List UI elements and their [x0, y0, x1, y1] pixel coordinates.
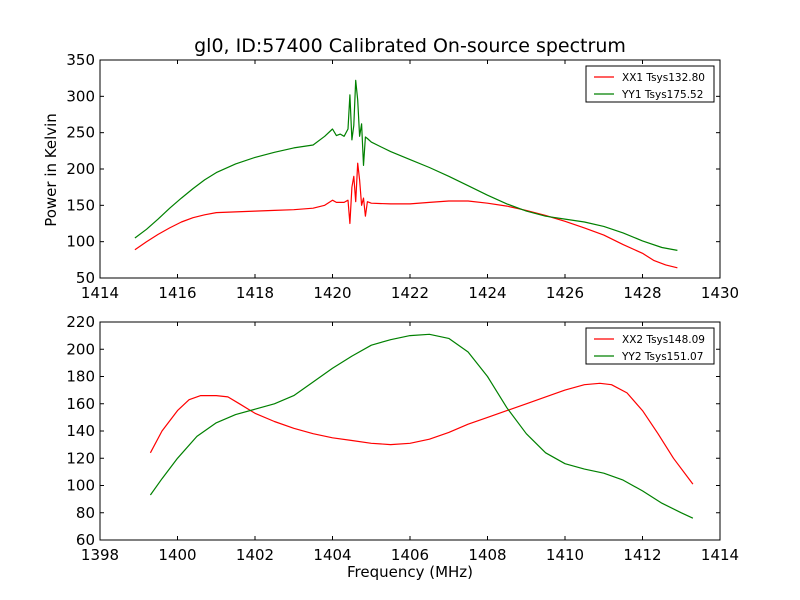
x-tick-label: 1418	[236, 284, 274, 302]
x-tick-label: 1406	[391, 546, 429, 564]
x-axis-label-bottom: Frequency (MHz)	[347, 563, 473, 581]
y-tick-label: 180	[66, 368, 95, 386]
x-tick-label: 1402	[236, 546, 274, 564]
y-tick-label: 160	[66, 395, 95, 413]
x-tick-label: 1424	[468, 284, 506, 302]
x-tick-label: 1398	[81, 546, 119, 564]
x-tick-label: 1404	[313, 546, 351, 564]
legend-box-0	[585, 65, 715, 103]
legend-label-1-1: YY2 Tsys151.07	[621, 351, 703, 363]
y-tick-label: 350	[66, 51, 95, 69]
y-tick-label: 100	[66, 233, 95, 251]
y-tick-label: 250	[66, 124, 95, 142]
series-line-1-0	[149, 382, 694, 485]
x-tick-label: 1408	[468, 546, 506, 564]
y-tick-label: 220	[66, 313, 95, 331]
series-line-1-1	[149, 333, 694, 519]
x-tick-label: 1430	[701, 284, 739, 302]
legend-label-0-0: XX1 Tsys132.80	[622, 72, 705, 84]
x-tick-label: 1426	[546, 284, 584, 302]
x-tick-label: 1428	[623, 284, 661, 302]
y-tick-label: 200	[66, 160, 95, 178]
x-tick-label: 1414	[81, 284, 119, 302]
y-tick-label: 150	[66, 196, 95, 214]
x-tick-label: 1416	[158, 284, 196, 302]
x-tick-label: 1410	[546, 546, 584, 564]
legend-label-1-0: XX2 Tsys148.09	[622, 334, 705, 346]
series-line-0-0	[134, 162, 678, 269]
y-tick-label: 50	[76, 269, 95, 287]
figure-title: gl0, ID:57400 Calibrated On-source spect…	[194, 35, 626, 57]
y-tick-label: 200	[66, 340, 95, 358]
x-tick-label: 1412	[623, 546, 661, 564]
y-axis-label-top: Power in Kelvin	[42, 113, 60, 227]
y-tick-label: 100	[66, 477, 95, 495]
x-tick-label: 1420	[313, 284, 351, 302]
y-tick-label: 60	[76, 531, 95, 549]
legend-label-0-1: YY1 Tsys175.52	[621, 89, 703, 101]
x-tick-label: 1414	[701, 546, 739, 564]
legend-box-1	[585, 327, 715, 365]
y-tick-label: 120	[66, 449, 95, 467]
x-tick-label: 1400	[158, 546, 196, 564]
series-line-0-1	[134, 79, 678, 251]
x-tick-label: 1422	[391, 284, 429, 302]
y-tick-label: 80	[76, 504, 95, 522]
y-tick-label: 140	[66, 422, 95, 440]
y-tick-label: 300	[66, 87, 95, 105]
